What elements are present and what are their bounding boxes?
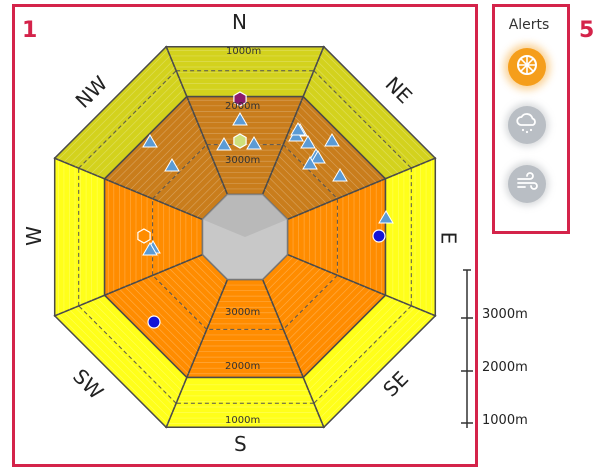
observation-triangle-0 bbox=[142, 134, 158, 148]
alert-rain-button[interactable] bbox=[508, 106, 546, 144]
compass-label-e: E bbox=[436, 231, 461, 245]
ring-label-s-3000: 3000m bbox=[225, 307, 261, 318]
rose-panel-frame bbox=[12, 4, 478, 467]
ring-label-n-2000: 2000m bbox=[225, 101, 261, 112]
scale-label-1000: 1000m bbox=[482, 413, 528, 428]
alerts-panel-frame bbox=[492, 4, 570, 234]
observation-hexagon-1 bbox=[233, 133, 247, 149]
observation-triangle-9 bbox=[324, 133, 340, 147]
elevation-line-ne-1 bbox=[282, 144, 338, 200]
alert-sun-button[interactable] bbox=[508, 48, 546, 86]
observation-triangle-10 bbox=[310, 150, 326, 164]
sun-icon bbox=[515, 53, 539, 81]
scale-label-2000: 2000m bbox=[482, 360, 528, 375]
elevation-line-nw-1 bbox=[152, 144, 208, 200]
elevation-line-se-1 bbox=[282, 274, 338, 330]
elevation-scale bbox=[461, 269, 473, 428]
observation-triangle-3 bbox=[216, 137, 232, 151]
alerts-title: Alerts bbox=[508, 17, 550, 33]
observation-triangle-7 bbox=[300, 135, 316, 149]
ring-label-n-3000: 3000m bbox=[225, 155, 261, 166]
observation-dot-0 bbox=[372, 229, 386, 243]
compass-label-w: W bbox=[21, 226, 46, 246]
observation-hexagon-0 bbox=[233, 91, 247, 107]
elevation-line-sw-1 bbox=[152, 274, 208, 330]
observation-triangle-4 bbox=[246, 136, 262, 150]
observation-triangle-12 bbox=[332, 168, 348, 182]
observation-hexagon-2 bbox=[137, 228, 151, 244]
scale-label-3000: 3000m bbox=[482, 307, 528, 322]
wind-icon bbox=[514, 169, 540, 199]
compass-label-n: N bbox=[232, 10, 247, 34]
elevation-line-ne-0 bbox=[313, 70, 412, 169]
ring-label-n-1000: 1000m bbox=[226, 46, 262, 57]
rose-panel-number: 1 bbox=[22, 18, 38, 43]
observation-triangle-2 bbox=[232, 112, 248, 126]
elevation-line-nw-0 bbox=[78, 70, 177, 169]
observation-triangle-16 bbox=[290, 122, 306, 136]
elevation-line-se-0 bbox=[313, 305, 412, 404]
observation-triangle-13 bbox=[378, 210, 394, 224]
ring-label-s-1000: 1000m bbox=[225, 415, 261, 426]
alert-wind-button[interactable] bbox=[508, 165, 546, 203]
ring-label-s-2000: 2000m bbox=[225, 361, 261, 372]
cloud-rain-icon bbox=[514, 110, 540, 140]
elevation-line-sw-0 bbox=[78, 305, 177, 404]
observation-dot-1 bbox=[147, 315, 161, 329]
alerts-panel-number: 5 bbox=[579, 18, 595, 43]
observation-triangle-15 bbox=[142, 242, 158, 256]
observation-triangle-11 bbox=[302, 156, 318, 170]
compass-label-s: S bbox=[234, 432, 247, 456]
summit-shade bbox=[202, 194, 288, 237]
observation-triangle-1 bbox=[164, 158, 180, 172]
